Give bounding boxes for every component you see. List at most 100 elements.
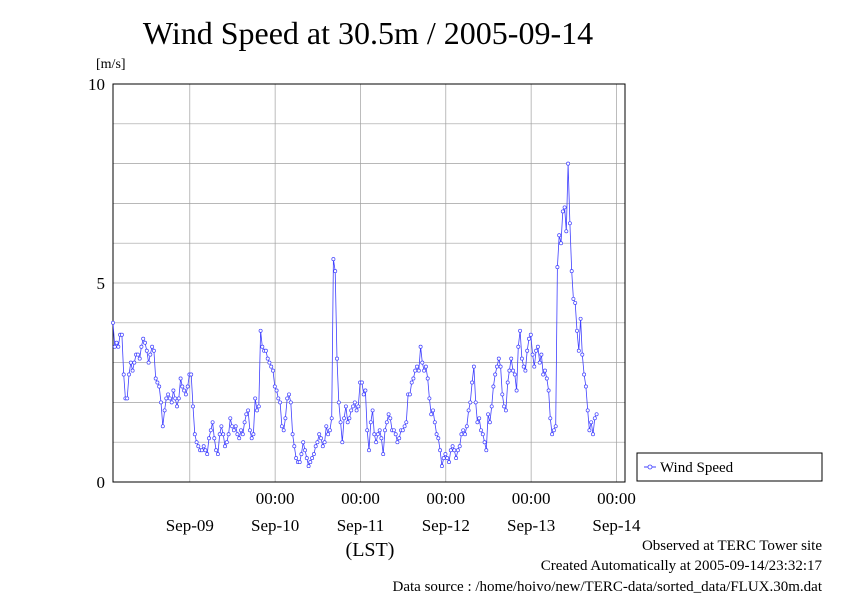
data-point [564,229,569,234]
data-point [294,456,299,461]
data-point [580,352,585,357]
data-point [155,380,160,385]
data-point [589,420,594,425]
data-point [258,328,263,333]
data-point [466,408,471,413]
y-unit-label: [m/s] [96,57,126,72]
data-point [429,412,434,417]
footer-observed: Observed at TERC Tower site [642,538,822,554]
data-point [313,444,318,449]
data-point [237,436,242,441]
data-point [191,404,195,409]
data-point [560,209,565,214]
data-point [468,400,473,405]
data-point [518,328,523,333]
data-point [135,352,140,357]
data-point [415,364,419,369]
data-point [407,392,412,397]
data-point [591,432,595,437]
data-point [335,356,339,361]
data-point [159,400,163,405]
data-point [480,432,485,437]
data-point [345,420,350,425]
data-point [121,372,126,377]
data-point [148,352,153,357]
data-point [326,432,331,437]
data-point [292,444,297,449]
data-point [361,392,366,397]
data-point [164,396,169,401]
data-point [352,400,357,405]
data-point [169,400,174,405]
data-point [425,376,430,381]
data-point [452,448,457,453]
data-point [315,440,320,445]
data-point [420,360,425,365]
data-point [151,348,156,353]
data-point [217,432,222,437]
data-point [576,348,581,353]
data-point [391,428,396,433]
data-point [559,241,563,246]
data-point [219,424,224,429]
data-point [260,344,265,349]
data-point [242,420,247,425]
data-point [269,364,274,369]
data-point [553,424,558,429]
data-point [281,428,286,433]
data-point [116,344,121,349]
data-point [365,428,370,433]
data-point [185,384,190,389]
data-point [226,432,231,437]
data-point [455,448,460,453]
data-point [459,432,464,437]
data-point [212,436,217,441]
data-point [150,344,155,349]
data-point [575,328,579,333]
data-point [541,372,546,377]
data-point [509,356,514,361]
x-tick-time-label: 00:00 [341,489,380,508]
data-point [201,444,206,449]
data-point [160,424,165,429]
x-tick-day-label: Sep-14 [592,516,641,535]
data-point [363,388,368,393]
x-tick-day-label: Sep-12 [422,516,470,535]
data-point [171,388,176,393]
data-point [548,416,553,421]
data-point [500,392,505,397]
data-point [267,360,272,365]
legend-marker-swatch [647,464,653,470]
data-point [388,416,393,421]
x-tick-time-label: 00:00 [426,489,465,508]
data-point [279,424,284,429]
data-point [244,412,249,417]
data-point [377,428,382,433]
data-point [144,348,149,353]
data-point [461,428,466,433]
data-point [569,269,574,274]
data-point [125,396,130,401]
data-point [507,368,512,373]
data-point [343,404,348,409]
data-point [271,368,275,373]
data-point [535,344,540,349]
x-axis: 00:00 00:00 00:00 00:00 00:00 Sep-09 Sep-10 Sep… [166,489,641,535]
data-point [255,408,259,413]
x-tick-day-label: Sep-09 [166,516,214,535]
wind-speed-line [112,163,597,468]
data-point [404,420,409,425]
data-point [544,376,549,381]
data-point [498,364,503,369]
data-point [441,456,446,461]
series-wind-speed [111,161,599,469]
data-point [527,336,531,341]
data-point [450,444,455,449]
data-point [176,396,181,401]
data-point [372,432,377,437]
x-tick-time-label: 00:00 [512,489,551,508]
data-point [128,360,133,365]
data-point [183,392,188,397]
data-point [359,380,364,385]
